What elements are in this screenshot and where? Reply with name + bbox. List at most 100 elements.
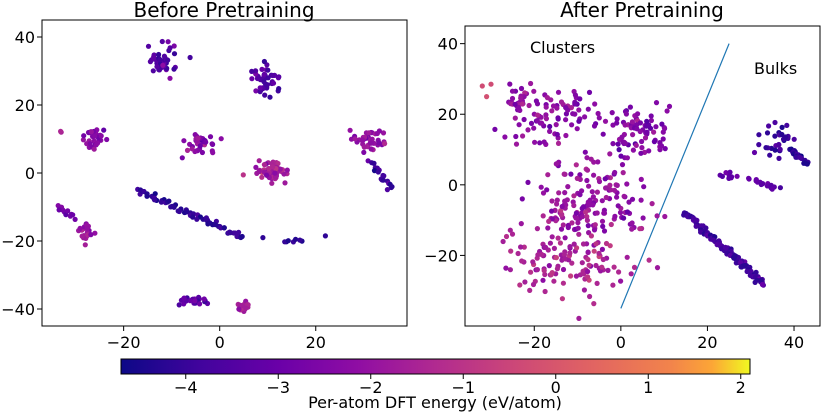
right-point — [618, 153, 624, 159]
left-point — [56, 207, 62, 213]
left-ytick-label: 40 — [15, 28, 35, 47]
right-point — [651, 129, 657, 135]
left-point — [88, 232, 94, 238]
right-point — [562, 235, 568, 241]
right-point — [591, 227, 598, 233]
right-point — [619, 134, 625, 140]
right-point — [512, 101, 518, 107]
right-point — [626, 199, 632, 205]
left-point — [375, 169, 381, 175]
left-point — [145, 43, 152, 49]
right-point — [519, 101, 526, 107]
left-point — [192, 298, 198, 304]
left-point — [166, 198, 172, 204]
right-point — [616, 147, 622, 153]
colorbar-tick-label: −2 — [359, 378, 383, 397]
left-point — [297, 237, 303, 243]
right-point — [555, 89, 562, 95]
right-point — [594, 189, 601, 195]
left-point — [293, 236, 299, 242]
left-point — [167, 45, 173, 51]
right-point — [616, 269, 622, 275]
right-point — [614, 194, 620, 200]
right-point — [534, 226, 541, 232]
clusters-annotation: Clusters — [530, 38, 595, 57]
left-point — [380, 130, 387, 136]
right-point — [534, 118, 540, 124]
right-point — [572, 111, 578, 117]
right-point — [648, 117, 655, 124]
right-point — [621, 193, 627, 199]
right-point — [577, 172, 583, 178]
right-point — [565, 184, 571, 190]
right-point — [507, 81, 513, 87]
left-point — [262, 92, 268, 98]
right-point — [590, 194, 597, 200]
right-point — [607, 182, 613, 188]
left-point — [179, 155, 185, 161]
left-point — [157, 57, 163, 63]
right-point — [600, 223, 606, 229]
right-point — [585, 256, 591, 263]
left-point — [275, 75, 281, 81]
right-point — [587, 293, 593, 300]
right-point — [568, 273, 574, 279]
right-point — [591, 301, 597, 307]
left-point — [187, 298, 193, 304]
right-point — [577, 192, 583, 198]
right-point — [546, 263, 552, 269]
right-point — [532, 139, 538, 145]
right-point — [571, 241, 577, 247]
left-point — [210, 150, 216, 156]
left-point — [171, 51, 178, 57]
right-point — [585, 268, 591, 275]
right-point — [752, 279, 758, 285]
left-ytick-label: 0 — [25, 164, 35, 183]
right-point — [600, 256, 606, 263]
right-point — [599, 264, 605, 270]
right-point — [784, 122, 790, 128]
left-point — [151, 55, 157, 61]
right-point — [614, 182, 620, 188]
left-point — [253, 164, 259, 170]
right-point — [582, 149, 588, 155]
left-point — [249, 76, 255, 82]
right-point — [599, 246, 606, 252]
right-point — [590, 202, 596, 208]
left-point — [151, 197, 158, 203]
left-point — [361, 149, 367, 155]
right-point — [518, 85, 525, 92]
right-point — [638, 197, 644, 203]
left-point — [152, 191, 158, 197]
left-point — [167, 75, 173, 81]
right-point — [767, 152, 773, 158]
right-point — [635, 111, 641, 117]
right-point — [530, 281, 537, 288]
right-point — [549, 208, 555, 214]
right-point — [779, 124, 785, 130]
left-point — [104, 136, 110, 143]
left-point — [254, 75, 261, 82]
right-point — [554, 201, 560, 207]
right-point — [576, 231, 582, 237]
right-point — [549, 270, 555, 276]
right-point — [586, 262, 592, 268]
left-point — [92, 133, 98, 139]
right-xtick-label: 40 — [784, 333, 804, 352]
left-point — [181, 138, 187, 144]
right-point — [777, 146, 783, 152]
right-point — [659, 121, 665, 127]
right-point — [484, 94, 490, 100]
left-point — [382, 141, 388, 147]
right-point — [756, 142, 762, 148]
right-point — [539, 120, 545, 126]
right-point — [585, 249, 591, 255]
right-point — [525, 179, 531, 185]
left-point — [240, 172, 246, 178]
left-xtick-label: 0 — [215, 333, 225, 352]
right-point — [503, 233, 510, 240]
right-point — [573, 210, 580, 216]
right-point — [583, 209, 589, 215]
left-point — [260, 235, 266, 241]
